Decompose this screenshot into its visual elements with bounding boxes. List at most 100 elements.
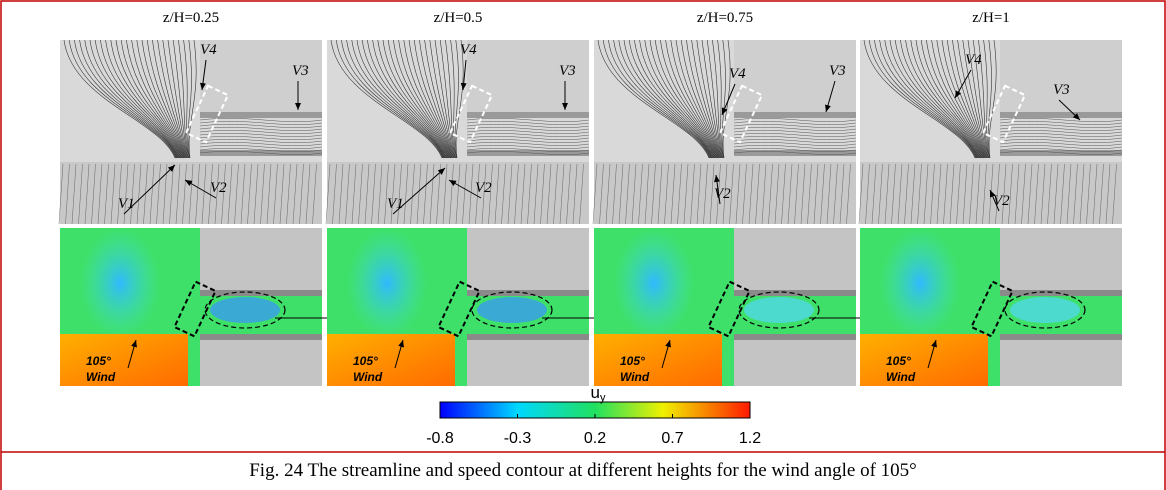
streamline-panel: V4 V3 V2 bbox=[592, 39, 857, 225]
streamline bbox=[894, 39, 979, 159]
streamline bbox=[199, 151, 323, 155]
wind-arrow bbox=[127, 339, 137, 369]
low-velocity-region bbox=[80, 228, 160, 338]
streamline bbox=[709, 163, 715, 225]
streamline bbox=[999, 151, 1123, 155]
streamline bbox=[748, 163, 754, 225]
street-edge bbox=[467, 334, 589, 340]
streamline bbox=[657, 163, 663, 225]
streamline bbox=[733, 148, 857, 152]
streamline bbox=[696, 163, 702, 225]
wind-angle-label: 105° bbox=[353, 354, 378, 368]
building bbox=[200, 340, 322, 386]
streamline bbox=[1001, 163, 1007, 225]
streamline bbox=[356, 39, 446, 159]
colorbar: uy -0.8 -0.3 0.2 0.7 1.2 bbox=[426, 383, 761, 447]
streamline bbox=[774, 163, 780, 225]
streamline bbox=[110, 39, 181, 159]
streamline bbox=[97, 163, 103, 225]
wind-angle-label: 105° bbox=[620, 354, 645, 368]
streamline bbox=[384, 163, 389, 225]
vortex-label: V4 bbox=[460, 42, 477, 58]
dashed-building bbox=[981, 84, 1027, 144]
vortex-label: V4 bbox=[965, 52, 982, 68]
streamline bbox=[969, 163, 974, 225]
building bbox=[1000, 340, 1122, 386]
streamline bbox=[167, 39, 188, 159]
vortex-label: V4 bbox=[729, 66, 746, 82]
streamline bbox=[605, 163, 611, 225]
streamline bbox=[733, 124, 857, 128]
streamline bbox=[130, 163, 135, 225]
streamline bbox=[494, 163, 500, 225]
streamline bbox=[900, 39, 980, 159]
streamline bbox=[946, 39, 985, 159]
label-pointer bbox=[123, 164, 176, 215]
streamline-panel: V4 V3 V2 V1 bbox=[325, 39, 590, 225]
streamline bbox=[273, 163, 278, 225]
streamline bbox=[429, 163, 435, 225]
streamline bbox=[68, 39, 176, 159]
streamline bbox=[735, 163, 741, 225]
streamline bbox=[466, 121, 590, 125]
streamline bbox=[234, 163, 239, 225]
vortex-label: V3 bbox=[829, 63, 846, 79]
frame bbox=[0, 0, 1166, 452]
streamline bbox=[721, 39, 726, 159]
dashed-building bbox=[173, 280, 217, 338]
wind-label: Wind bbox=[353, 370, 383, 384]
streamline bbox=[390, 163, 396, 225]
high-velocity-region bbox=[594, 334, 722, 386]
streamline bbox=[74, 39, 177, 159]
streamline bbox=[152, 39, 186, 159]
label-pointer bbox=[1058, 99, 1081, 121]
streamline bbox=[781, 163, 786, 225]
streamline bbox=[733, 142, 857, 146]
streamline bbox=[372, 39, 448, 159]
streamline bbox=[439, 39, 455, 159]
streamline bbox=[429, 39, 454, 159]
streamline bbox=[623, 39, 713, 159]
streamline bbox=[325, 163, 331, 225]
streamline bbox=[995, 163, 1000, 225]
building bbox=[1000, 228, 1122, 290]
dashed-building bbox=[184, 84, 230, 144]
streamline bbox=[592, 163, 598, 225]
streamline bbox=[208, 163, 213, 225]
streamline bbox=[156, 163, 161, 225]
streamline bbox=[957, 39, 987, 159]
streamline bbox=[566, 163, 571, 225]
building bbox=[200, 228, 322, 290]
streamline bbox=[393, 39, 450, 159]
contour-panel: 105° Wind bbox=[327, 228, 722, 386]
streamline bbox=[387, 39, 449, 159]
streamline bbox=[905, 39, 981, 159]
streamline bbox=[201, 163, 207, 225]
streamline bbox=[733, 133, 857, 137]
label-pointer bbox=[989, 189, 1000, 212]
streamline bbox=[462, 163, 467, 225]
streamline bbox=[100, 39, 180, 159]
building bbox=[467, 40, 589, 112]
streamline bbox=[1060, 163, 1065, 225]
streamline bbox=[999, 133, 1123, 137]
streamline bbox=[884, 163, 890, 225]
streamline bbox=[466, 151, 590, 155]
colorbar-label-main: u bbox=[591, 383, 600, 402]
streamline bbox=[999, 139, 1123, 143]
streamline bbox=[820, 163, 825, 225]
wind-label: Wind bbox=[886, 370, 916, 384]
streamline bbox=[199, 133, 323, 137]
streamline bbox=[466, 127, 590, 131]
streamline bbox=[199, 142, 323, 146]
streamline bbox=[455, 163, 461, 225]
streamline bbox=[631, 163, 637, 225]
streamline bbox=[800, 163, 806, 225]
streamline bbox=[481, 163, 487, 225]
low-velocity-region bbox=[347, 228, 427, 338]
streamline bbox=[182, 163, 187, 225]
streamline bbox=[1092, 163, 1098, 225]
streamline bbox=[341, 39, 444, 159]
streamline bbox=[1034, 163, 1039, 225]
streamline bbox=[931, 39, 984, 159]
